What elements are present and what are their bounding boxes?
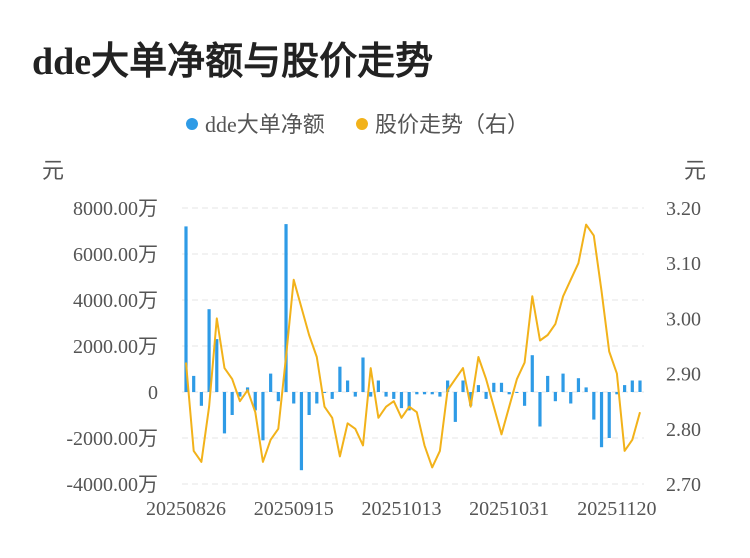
dde-bar	[299, 392, 304, 471]
price-line	[185, 223, 641, 469]
dde-bar	[330, 392, 334, 399]
right-axis: 3.20 3.10 3.00 2.90 2.80 2.70	[666, 198, 701, 496]
right-tick-label: 3.10	[666, 253, 701, 275]
left-tick-label: 8000.00万	[73, 198, 158, 220]
dde-bar	[553, 392, 557, 402]
left-tick-label: -2000.00万	[66, 428, 158, 450]
right-axis-unit: 元	[684, 158, 706, 183]
dde-bar	[569, 392, 573, 404]
dde-bar	[430, 392, 434, 395]
dde-bar	[184, 226, 188, 392]
dde-bar	[384, 392, 388, 397]
left-tick-label: 6000.00万	[73, 244, 158, 266]
dde-bar	[561, 373, 565, 392]
dde-bar	[484, 392, 488, 399]
dde-bar	[446, 380, 450, 392]
legend-marker-price	[356, 118, 368, 130]
x-tick-label: 20251120	[577, 498, 656, 520]
dde-bar	[322, 392, 327, 393]
dde-bar	[392, 392, 396, 399]
right-tick-label: 2.80	[666, 419, 701, 441]
right-tick-label: 2.90	[666, 364, 701, 386]
dde-bar	[199, 392, 203, 406]
dde-bar	[207, 309, 211, 392]
dde-bar	[515, 392, 519, 393]
left-tick-label: 4000.00万	[73, 290, 158, 312]
right-tick-label: 3.00	[666, 308, 701, 330]
left-axis: 8000.00万 6000.00万 4000.00万 2000.00万 0 -2000.0…	[66, 198, 158, 496]
dde-bar	[407, 392, 411, 411]
dde-bar	[453, 392, 457, 422]
legend-marker-dde	[186, 118, 198, 130]
dde-bar	[315, 392, 319, 404]
dde-bar	[376, 380, 380, 392]
dde-bar	[253, 392, 257, 411]
dde-bar	[576, 378, 581, 392]
dde-bar	[345, 380, 350, 392]
dde-bar	[522, 392, 527, 406]
dde-bar	[623, 385, 627, 392]
right-tick-label: 2.70	[666, 474, 701, 496]
chart-title: dde大单净额与股价走势	[32, 41, 434, 83]
dde-bar	[476, 385, 481, 392]
dde-bar	[607, 392, 611, 438]
dde-bar	[584, 387, 588, 392]
x-tick-label: 20250915	[254, 498, 334, 520]
dde-bar	[353, 392, 357, 397]
dde-bar	[461, 380, 465, 392]
dde-bar	[261, 392, 265, 441]
dde-bar	[592, 392, 596, 420]
dde-bar	[615, 392, 619, 395]
dde-bar	[422, 392, 427, 395]
dde-bar	[399, 392, 404, 409]
dde-bar	[469, 392, 473, 406]
right-tick-label: 3.20	[666, 198, 701, 220]
dde-bar	[538, 392, 542, 427]
dde-bar	[630, 380, 634, 392]
dde-bar	[230, 392, 234, 415]
dde-bar	[492, 382, 496, 392]
dde-bars	[184, 224, 642, 471]
dde-bar	[638, 380, 642, 392]
x-tick-label: 20251013	[361, 498, 441, 520]
legend: dde大单净额 股价走势（右）	[186, 112, 529, 137]
dde-bar	[292, 392, 296, 404]
gridlines	[182, 207, 644, 485]
dde-bar	[546, 375, 550, 392]
dde-bar	[238, 392, 242, 397]
left-axis-unit: 元	[42, 158, 64, 183]
dde-bar	[192, 375, 196, 392]
dde-bar	[438, 392, 442, 397]
left-tick-label: -4000.00万	[66, 474, 158, 496]
x-tick-label: 20250826	[146, 498, 226, 520]
dde-bar	[499, 382, 504, 392]
left-tick-label: 0	[148, 382, 158, 404]
dde-bar	[222, 392, 227, 434]
dde-bar	[415, 392, 419, 395]
dde-bar	[338, 366, 342, 392]
dde-bar	[530, 355, 534, 392]
dde-bar	[507, 392, 511, 395]
dde-bar	[599, 392, 604, 448]
price-series-line	[185, 223, 641, 469]
dde-bar	[284, 224, 288, 392]
dde-bar	[276, 392, 280, 402]
dde-bar	[307, 392, 311, 415]
left-tick-label: 2000.00万	[73, 336, 158, 358]
dde-bar	[361, 357, 365, 392]
legend-label-dde: dde大单净额	[205, 112, 325, 137]
dde-bar	[269, 373, 273, 392]
x-axis: 20250826 20250915 20251013 20251031 20251120	[146, 498, 657, 520]
dde-bar	[369, 392, 373, 397]
x-tick-label: 20251031	[469, 498, 549, 520]
dde-bar	[215, 339, 219, 392]
legend-label-price: 股价走势（右）	[375, 112, 529, 137]
